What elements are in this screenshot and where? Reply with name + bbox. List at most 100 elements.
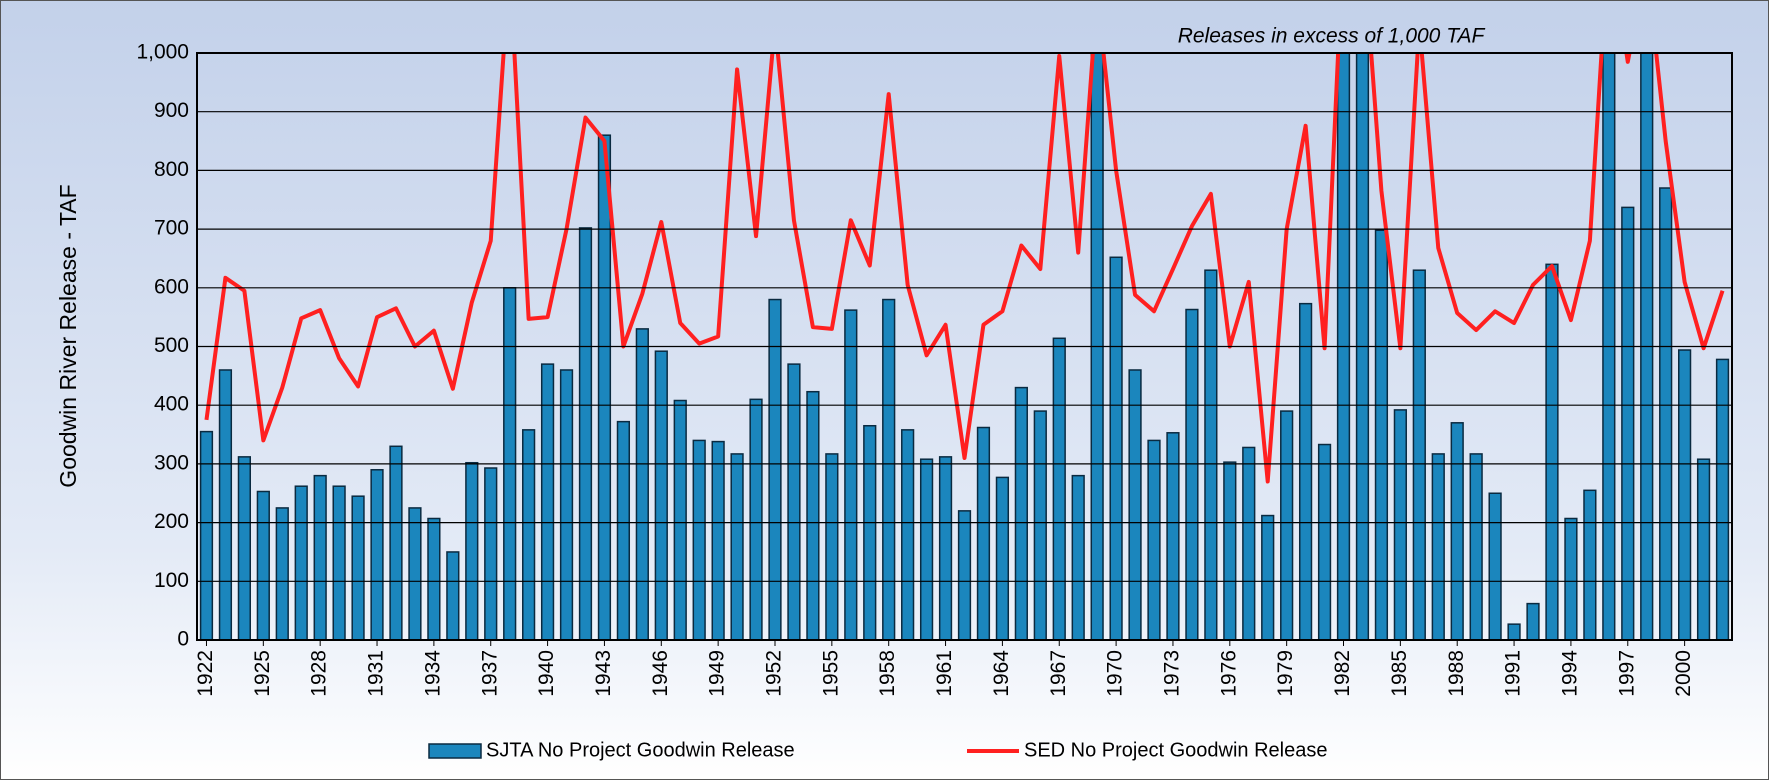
bar	[1545, 263, 1559, 640]
y-tick-label: 1,000	[136, 41, 189, 64]
bar	[408, 507, 422, 640]
bar	[1185, 308, 1199, 640]
x-tick-label: 1976	[1217, 650, 1240, 697]
bar	[1204, 269, 1218, 640]
y-tick-label: 700	[154, 217, 189, 240]
annotation: Releases in excess of 1,000 TAF	[1178, 25, 1486, 48]
x-tick-label: 1988	[1445, 650, 1468, 697]
bar	[522, 429, 536, 640]
bar	[787, 363, 801, 640]
y-tick-label: 300	[154, 451, 189, 474]
bar	[1659, 187, 1673, 640]
bar	[237, 456, 252, 640]
y-tick-label: 800	[154, 158, 189, 181]
bar	[1526, 602, 1540, 640]
bar	[1412, 269, 1426, 640]
bar	[692, 439, 706, 640]
bar	[370, 469, 384, 640]
x-tick-label: 1943	[592, 650, 615, 697]
bar	[578, 227, 593, 640]
bar	[1071, 474, 1085, 640]
bar	[1488, 492, 1502, 640]
y-tick-label: 900	[154, 99, 189, 122]
legend-swatch	[428, 743, 482, 759]
bar	[1090, 53, 1104, 640]
bar	[844, 309, 858, 640]
bar	[1583, 489, 1597, 640]
bar	[1507, 623, 1521, 640]
bar	[294, 485, 308, 640]
bar	[1393, 409, 1407, 640]
bar	[995, 476, 1010, 640]
bar	[313, 474, 327, 640]
y-axis-label: Goodwin River Release - TAF	[55, 184, 81, 487]
y-tick-label: 400	[154, 393, 189, 416]
bar	[1640, 53, 1654, 640]
bar	[882, 298, 896, 640]
bar	[1431, 453, 1445, 640]
y-tick-label: 600	[154, 275, 189, 298]
bar	[957, 510, 972, 640]
x-tick-label: 1982	[1331, 650, 1354, 697]
y-tick-label: 100	[154, 569, 189, 592]
bar	[1052, 337, 1066, 640]
x-tick-label: 1985	[1388, 650, 1411, 697]
bar	[1450, 422, 1464, 640]
bar	[1715, 358, 1730, 640]
bar	[597, 134, 612, 640]
bar	[1696, 458, 1711, 640]
bar	[559, 369, 574, 640]
bar	[1128, 369, 1142, 640]
bar	[711, 440, 725, 640]
line	[204, 53, 1725, 484]
x-tick-label: 1940	[535, 650, 558, 697]
x-tick-label: 1991	[1502, 650, 1525, 697]
bar	[1147, 439, 1161, 640]
bar	[673, 399, 687, 640]
bar	[1242, 446, 1256, 640]
bar	[1602, 53, 1616, 640]
bar	[1223, 461, 1237, 640]
bar	[1621, 206, 1635, 640]
bar	[389, 445, 403, 640]
bar	[1166, 432, 1180, 640]
bar	[635, 328, 649, 640]
y-tick-label: 200	[154, 510, 189, 533]
x-tick-label: 1964	[990, 650, 1013, 697]
bar	[1469, 453, 1483, 640]
x-tick-label: 1922	[194, 650, 217, 697]
x-tick-label: 2000	[1672, 650, 1695, 697]
bar	[465, 461, 479, 640]
y-tick-label: 500	[154, 334, 189, 357]
bar	[938, 456, 953, 640]
bar	[1336, 53, 1351, 640]
y-tick-label: 0	[177, 628, 189, 651]
bar	[275, 507, 289, 640]
bar	[976, 426, 991, 640]
bar	[730, 453, 744, 640]
legend-label: SED No Project Goodwin Release	[1024, 739, 1327, 761]
plot-area	[199, 53, 1730, 640]
x-tick-label: 1994	[1558, 650, 1581, 697]
x-tick-label: 1967	[1047, 650, 1070, 697]
bar	[1677, 349, 1692, 640]
bar	[427, 517, 441, 640]
bar	[1564, 517, 1578, 640]
x-tick-label: 1979	[1274, 650, 1297, 697]
bar	[1374, 229, 1389, 640]
x-tick-label: 1949	[706, 650, 729, 697]
bar	[768, 298, 782, 640]
x-tick-label: 1958	[876, 650, 899, 697]
bar	[863, 424, 877, 640]
bar	[901, 429, 915, 640]
bar	[199, 430, 214, 640]
bar	[749, 398, 763, 640]
bar	[616, 420, 631, 640]
x-tick-label: 1961	[933, 650, 956, 697]
bar	[446, 551, 460, 640]
bar	[1317, 443, 1332, 640]
bar	[540, 363, 555, 640]
bar	[1014, 386, 1028, 640]
x-tick-label: 1970	[1104, 650, 1127, 697]
